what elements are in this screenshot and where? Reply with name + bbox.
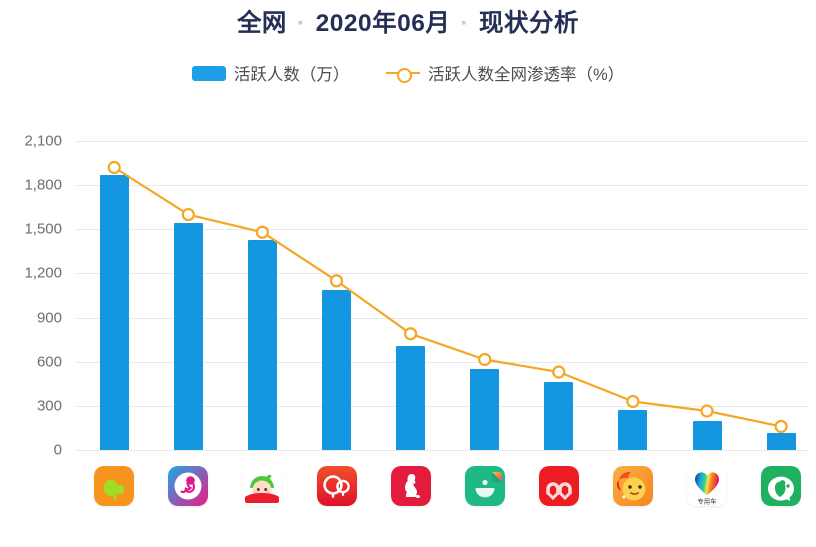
svg-text:专用车: 专用车	[697, 497, 717, 506]
